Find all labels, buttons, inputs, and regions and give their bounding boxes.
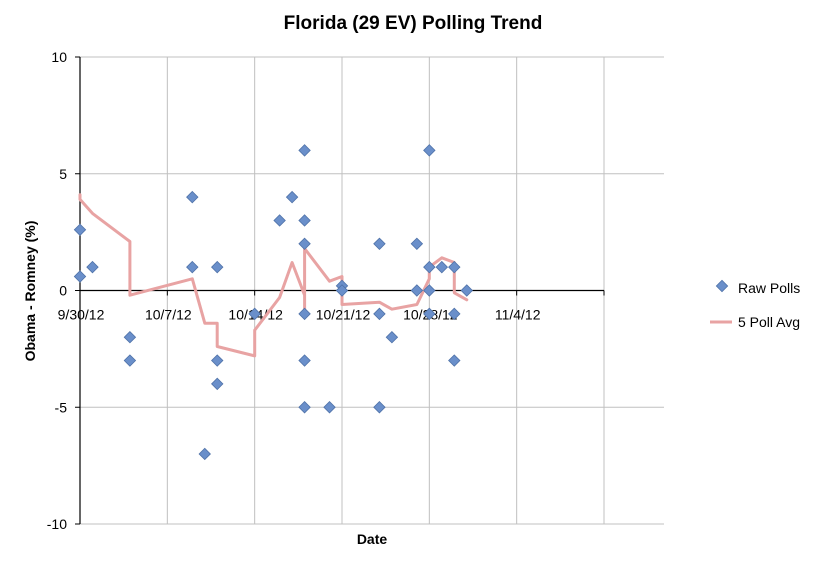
raw-poll-point-32	[423, 307, 436, 321]
raw-polls-series	[73, 144, 473, 461]
raw-poll-point-23	[373, 237, 386, 251]
raw-poll-point-8	[211, 260, 224, 274]
raw-poll-point-12	[273, 214, 286, 227]
raw-poll-point-19	[298, 401, 311, 414]
x-tick-label-5: 11/4/12	[495, 307, 541, 323]
raw-poll-point-14	[298, 144, 311, 157]
x-tick-label-1: 10/7/12	[145, 307, 192, 323]
x-tick-label-3: 10/21/12	[316, 307, 371, 323]
raw-poll-point-22	[335, 284, 349, 297]
x-axis-title: Date	[357, 531, 388, 547]
raw-poll-point-28	[410, 284, 424, 297]
legend-raw-polls-marker	[715, 279, 729, 293]
y-tick-labels: 10 5 0 -5 -10	[47, 49, 67, 532]
raw-poll-point-17	[298, 307, 311, 321]
y-tick-label-2: 0	[59, 283, 67, 299]
y-tick-label-3: -5	[55, 399, 68, 415]
raw-poll-point-30	[423, 260, 436, 274]
legend-poll-avg-label: 5 Poll Avg	[738, 314, 800, 330]
raw-poll-point-6	[186, 260, 199, 274]
raw-poll-point-29	[423, 144, 436, 157]
x-tick-labels: 9/30/1210/7/1210/14/1210/21/1210/28/1211…	[58, 307, 541, 323]
raw-poll-point-5	[186, 190, 199, 204]
raw-poll-point-20	[323, 401, 336, 414]
raw-poll-point-13	[285, 190, 299, 204]
raw-poll-point-24	[373, 307, 386, 321]
raw-poll-point-36	[448, 354, 461, 367]
y-axis-title: Obama - Romney (%)	[22, 221, 38, 362]
raw-poll-point-10	[211, 377, 224, 391]
raw-poll-point-31	[423, 284, 436, 297]
legend: Raw Polls 5 Poll Avg	[710, 279, 800, 330]
raw-poll-point-0	[73, 223, 87, 237]
raw-poll-point-26	[385, 330, 399, 344]
poll-avg-series	[78, 193, 469, 358]
raw-poll-point-33	[435, 260, 449, 274]
raw-poll-point-37	[460, 284, 473, 297]
poll-avg-line	[78, 193, 469, 358]
y-tick-label-1: 5	[59, 166, 67, 182]
raw-poll-point-18	[298, 354, 311, 367]
y-tick-label-4: -10	[47, 516, 67, 532]
raw-poll-point-34	[448, 260, 461, 274]
raw-poll-point-16	[298, 237, 311, 251]
raw-poll-point-4	[123, 354, 137, 367]
raw-poll-point-9	[211, 354, 224, 367]
legend-raw-polls-label: Raw Polls	[738, 280, 800, 296]
raw-poll-point-7	[198, 447, 211, 461]
y-tick-label-0: 10	[51, 49, 67, 65]
raw-poll-point-27	[410, 237, 424, 251]
raw-poll-point-15	[298, 214, 311, 227]
chart-title: Florida (29 EV) Polling Trend	[284, 13, 543, 34]
raw-poll-point-11	[248, 307, 261, 321]
raw-poll-point-1	[73, 270, 87, 283]
raw-poll-point-2	[86, 260, 99, 274]
raw-poll-point-3	[123, 330, 137, 344]
x-tick-label-0: 9/30/12	[58, 307, 105, 323]
raw-poll-point-25	[373, 401, 386, 414]
raw-poll-point-35	[448, 307, 461, 321]
